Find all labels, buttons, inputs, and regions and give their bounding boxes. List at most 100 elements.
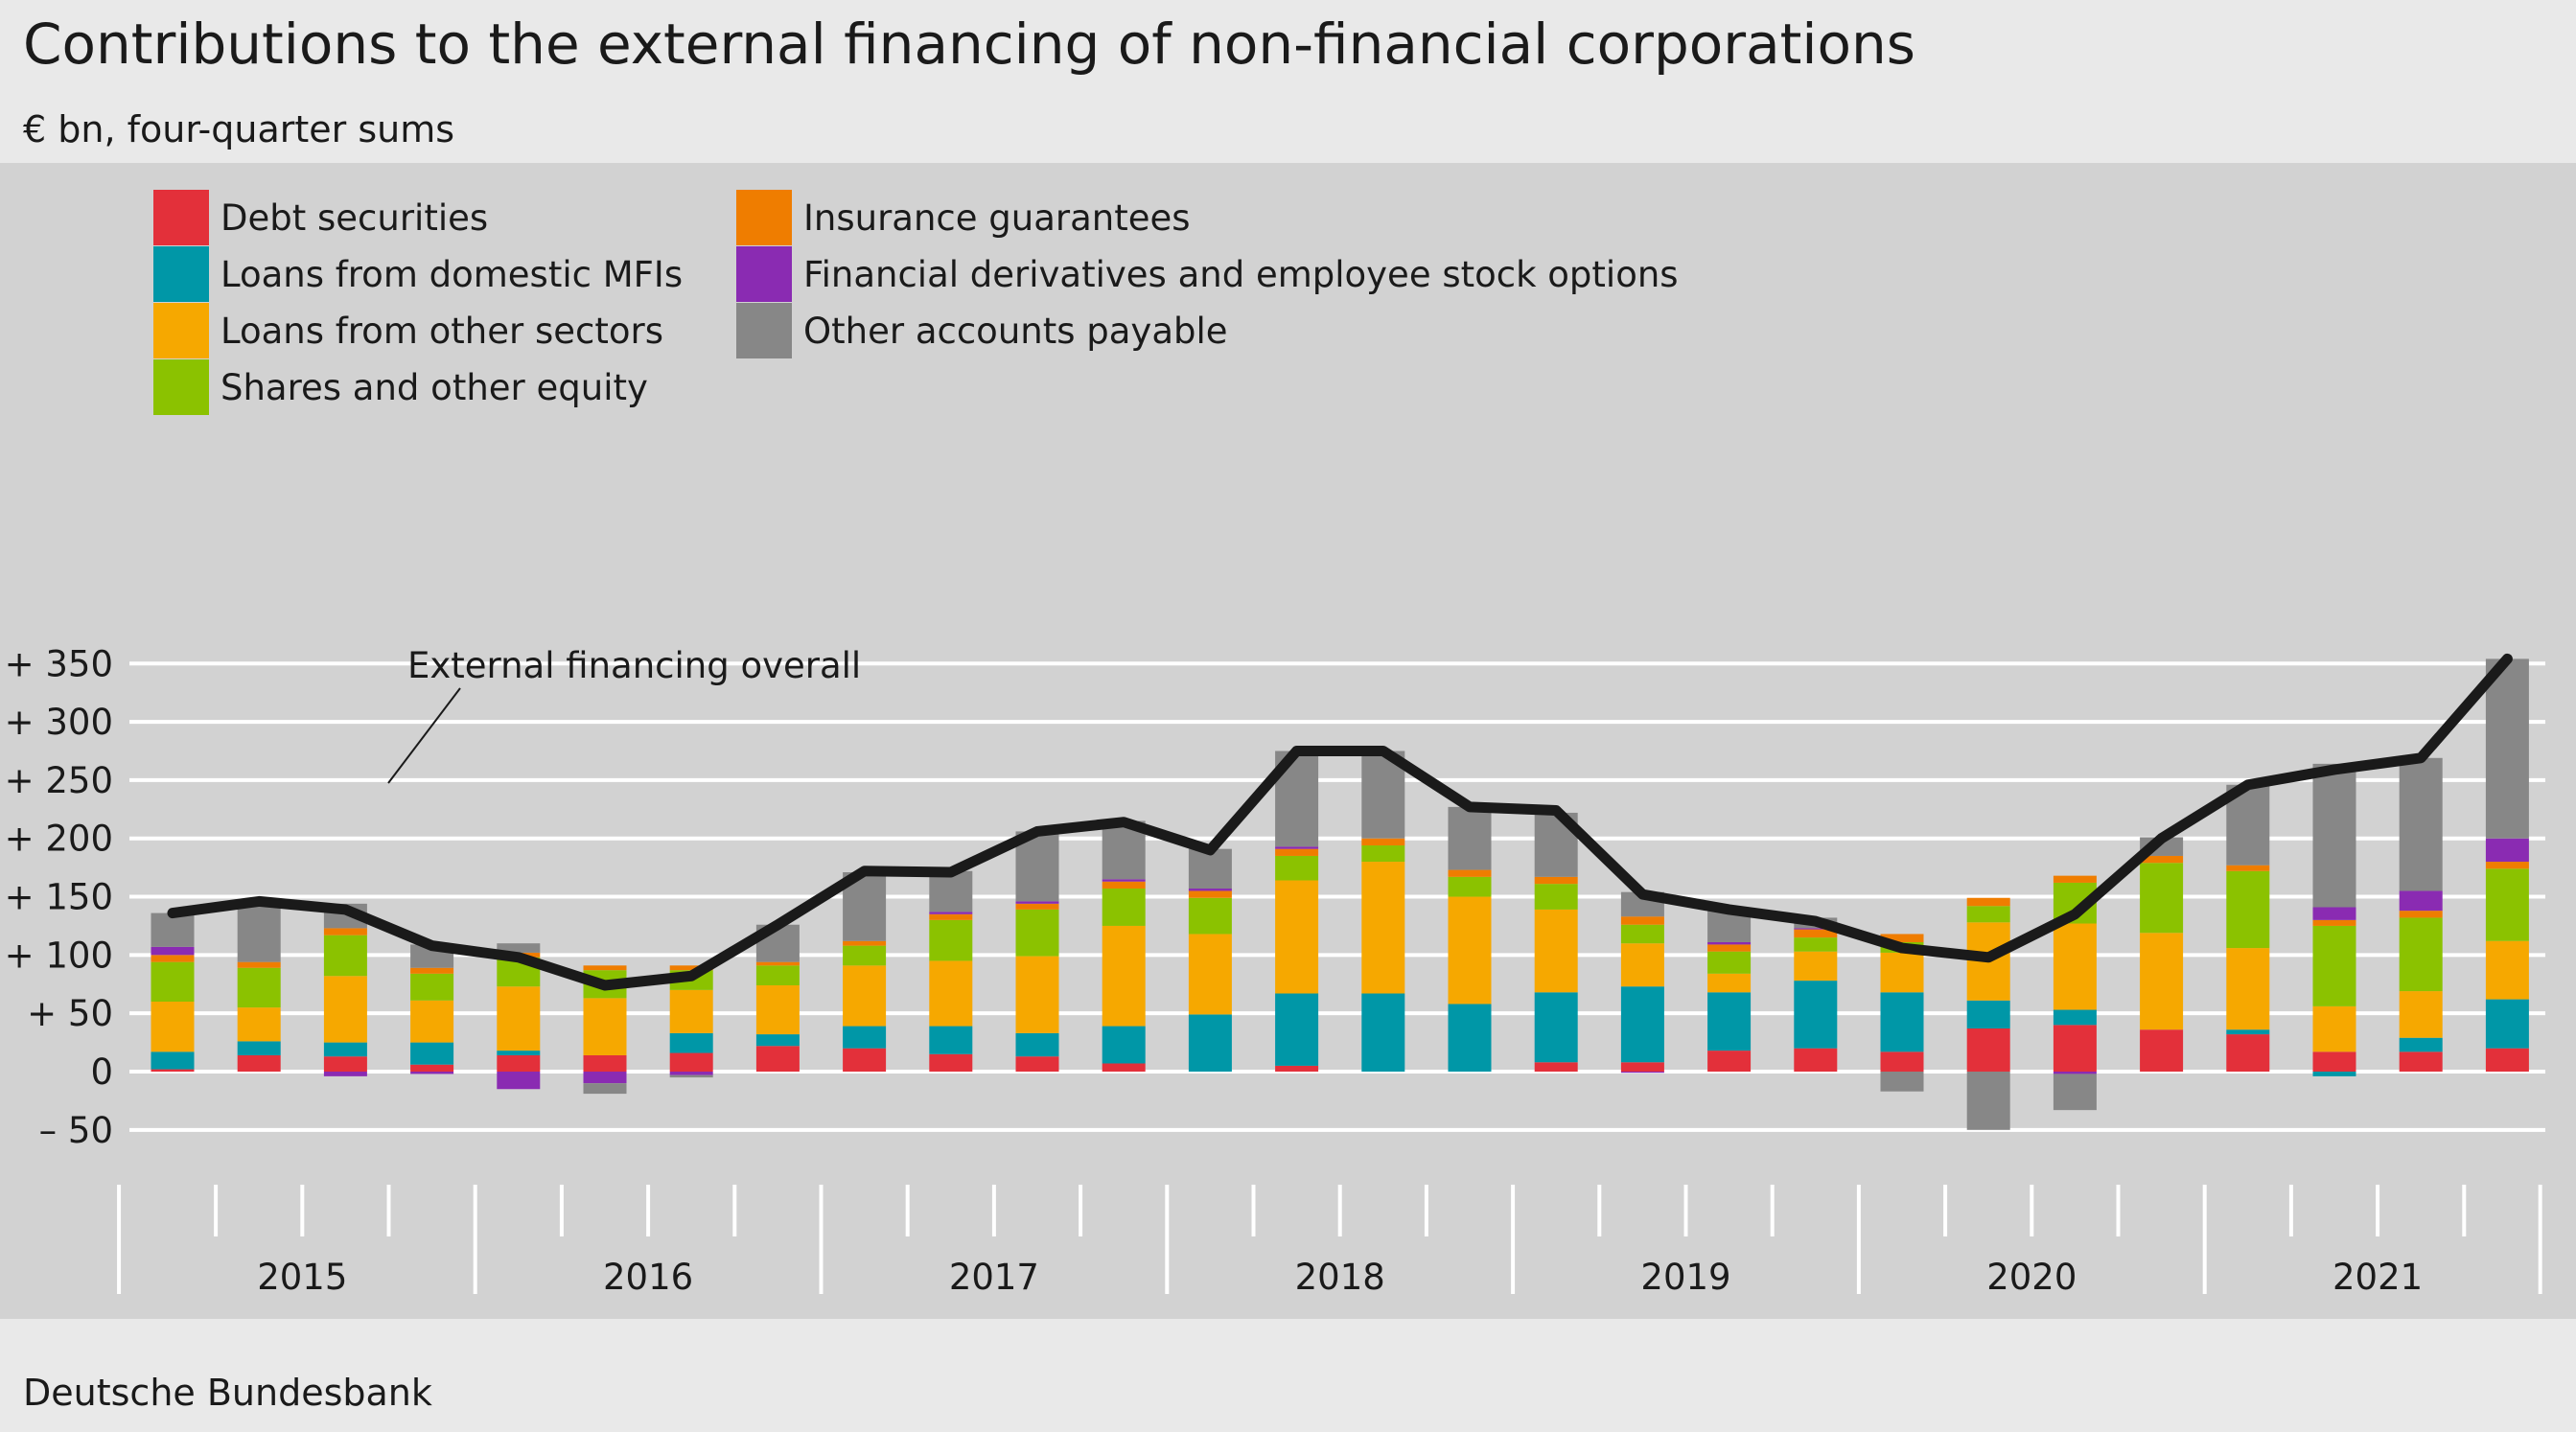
year-label: 2020 <box>1986 1257 2077 1298</box>
bar-segment <box>1188 1014 1232 1072</box>
bar-segment <box>1015 903 1059 910</box>
bar-segment <box>1102 881 1146 889</box>
bar-segment <box>1966 1072 2010 1130</box>
bar-segment <box>583 1072 627 1084</box>
bar-segment <box>1102 889 1146 926</box>
y-axis: – 50 0 + 50 + 100 + 150 + 200 + 250 + 300 + 350 <box>5 643 113 1151</box>
bar-segment <box>1620 916 1664 925</box>
bar-segment <box>2399 991 2443 1038</box>
line-annotation: External financing overall <box>387 645 861 784</box>
bar-segment <box>1275 846 1319 849</box>
bar-segment <box>1707 973 1752 993</box>
legend-swatch <box>736 303 792 358</box>
bar-segment <box>1880 1072 1924 1092</box>
bar-segment <box>1188 897 1232 935</box>
bar-segment <box>1966 1000 2010 1028</box>
bar-segment <box>151 955 195 962</box>
bar-segment <box>237 900 281 962</box>
bar-segment <box>323 976 367 1043</box>
bar-segment <box>669 1052 713 1072</box>
bar-segment <box>1880 992 1924 1052</box>
bar-segment <box>1534 992 1578 1063</box>
bar-segment <box>1015 1056 1059 1072</box>
stacked-bar-line-chart: – 500+ 50+ 100+ 150+ 200+ 250+ 300+ 350 … <box>0 163 2576 1319</box>
bar-segment <box>583 998 627 1055</box>
bar-segment <box>1707 951 1752 974</box>
bar-segment <box>1102 879 1146 882</box>
bar-segment <box>1794 951 1838 982</box>
legend-label: Loans from domestic MFIs <box>220 254 683 295</box>
bar-segment <box>1620 1062 1664 1072</box>
bar-segment <box>755 984 800 1035</box>
bar-segment <box>2399 890 2443 912</box>
bar-segment <box>1880 1051 1924 1072</box>
bar-segment <box>151 961 195 1003</box>
bar-segment <box>2053 1074 2097 1111</box>
bar-segment <box>1534 884 1578 910</box>
bar-segment <box>2312 763 2356 908</box>
bar-segment <box>323 928 367 935</box>
bar-segment <box>1275 1065 1319 1072</box>
total-line-group <box>167 653 2513 991</box>
legend-swatch <box>153 303 209 358</box>
bar-segment <box>2140 855 2184 864</box>
y-tick-label: + 100 <box>5 935 113 976</box>
bar-segment <box>929 913 973 920</box>
bar-segment <box>843 940 887 946</box>
bar-segment <box>237 1041 281 1055</box>
bar-segment <box>2312 907 2356 920</box>
bar-segment <box>151 1002 195 1052</box>
bar-segment <box>2053 1025 2097 1072</box>
bar-segment <box>583 1054 627 1072</box>
y-tick-label: + 50 <box>27 993 113 1034</box>
bar-segment <box>929 919 973 961</box>
bar-segment <box>497 1054 541 1072</box>
bar-segment <box>237 1054 281 1072</box>
bar-segment <box>929 1026 973 1054</box>
bar-segment <box>669 1032 713 1053</box>
source-label: Deutsche Bundesbank <box>23 1372 432 1414</box>
y-tick-label: + 350 <box>5 643 113 684</box>
bar-segment <box>1448 869 1492 877</box>
bar-segment <box>2312 925 2356 1006</box>
bar-segment <box>1275 848 1319 856</box>
bar-segment <box>2140 863 2184 934</box>
legend-swatch <box>153 246 209 302</box>
bar-segment <box>669 989 713 1033</box>
bar-segment <box>1361 845 1405 863</box>
bar-segment <box>237 1007 281 1042</box>
year-label: 2015 <box>257 1257 347 1298</box>
bar-segment <box>2226 865 2270 871</box>
bar-segment <box>1188 934 1232 1015</box>
bar-segment <box>497 1051 541 1055</box>
bar-segment <box>2226 948 2270 1030</box>
bar-segment <box>2399 1051 2443 1072</box>
bar-segment <box>1707 1051 1752 1072</box>
bar-segment <box>1015 1032 1059 1057</box>
legend-label: Other accounts payable <box>803 311 1228 352</box>
legend: Debt securities Loans from domestic MFIs L… <box>153 190 1679 415</box>
year-label: 2017 <box>949 1257 1039 1298</box>
y-tick-label: + 300 <box>5 702 113 743</box>
bar-segment <box>2312 1051 2356 1072</box>
bar-segment <box>151 1069 195 1072</box>
year-label: 2021 <box>2332 1257 2423 1298</box>
bar-segment <box>1620 1072 1664 1074</box>
chart-title: Contributions to the external financing … <box>23 12 1915 77</box>
bar-segment <box>1620 986 1664 1063</box>
bar-segment <box>237 967 281 1008</box>
bar-segment <box>1707 941 1752 945</box>
year-label: 2018 <box>1295 1257 1385 1298</box>
bar-segment <box>2485 862 2529 869</box>
bar-segment <box>929 960 973 1027</box>
year-label: 2019 <box>1640 1257 1730 1298</box>
y-tick-label: + 250 <box>5 760 113 801</box>
bar-segment <box>2312 919 2356 926</box>
bar-segment <box>323 935 367 977</box>
bar-segment <box>2485 658 2529 839</box>
bar-segment <box>1794 928 1838 930</box>
bar-segment <box>755 1046 800 1072</box>
bar-segment <box>1448 896 1492 1005</box>
bar-segment <box>1448 876 1492 897</box>
bar-segment <box>669 1074 713 1078</box>
